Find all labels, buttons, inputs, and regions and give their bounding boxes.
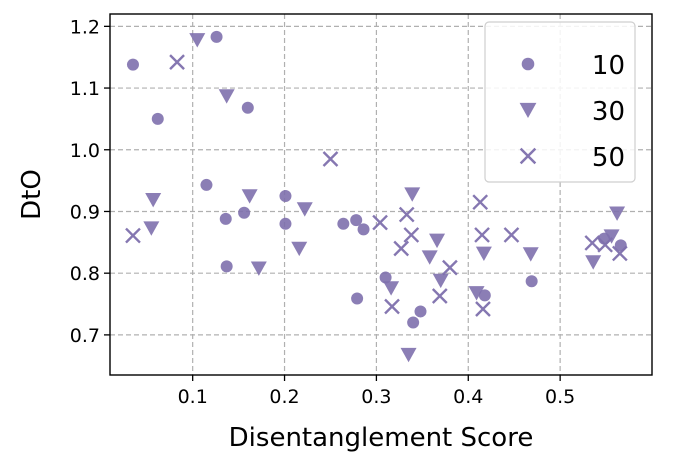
legend-item-10: 10 xyxy=(521,51,625,81)
data-point-30 xyxy=(585,255,602,270)
data-point-10 xyxy=(478,289,491,302)
ticks-layer: 0.1 0.2 0.3 0.4 0.5 0.7 0.8 0.9 1.0 1.1 1.2 xyxy=(70,16,575,408)
y-axis-label: DtO xyxy=(17,169,47,220)
data-point-30 xyxy=(291,241,308,257)
data-point-30 xyxy=(250,261,267,276)
data-point-50 xyxy=(475,301,491,317)
data-point-30 xyxy=(404,187,421,202)
data-point-10 xyxy=(279,190,292,203)
x-tick-label: 0.4 xyxy=(453,386,483,408)
data-point-30 xyxy=(522,247,539,262)
legend-marker-30 xyxy=(519,102,537,118)
data-point-50 xyxy=(474,227,490,243)
data-point-10 xyxy=(279,217,292,230)
data-point-50 xyxy=(125,227,141,244)
x-tick-label: 0.3 xyxy=(361,386,391,408)
x-axis-label: Disentanglement Score xyxy=(229,423,534,453)
data-point-30 xyxy=(189,33,206,48)
data-point-50 xyxy=(169,54,185,70)
legend-marker-50 xyxy=(519,147,537,165)
legend-label-30: 30 xyxy=(592,97,625,127)
data-point-10 xyxy=(200,178,213,191)
data-point-30 xyxy=(241,189,258,204)
data-point-30 xyxy=(296,202,313,217)
data-point-30 xyxy=(603,229,620,244)
legend-label-50: 50 xyxy=(592,143,625,173)
data-point-30 xyxy=(143,221,160,236)
data-point-50 xyxy=(372,214,388,231)
data-point-10 xyxy=(357,223,370,236)
y-tick-label: 0.9 xyxy=(70,201,100,223)
data-point-10 xyxy=(126,58,139,71)
data-point-50 xyxy=(503,227,520,243)
data-point-10 xyxy=(407,316,420,329)
data-point-30 xyxy=(218,89,235,104)
x-tick-label: 0.1 xyxy=(178,386,208,408)
series-30 xyxy=(143,33,626,363)
data-point-30 xyxy=(468,286,485,301)
data-point-50 xyxy=(384,298,400,315)
data-point-50 xyxy=(322,151,339,167)
legend-item-50: 50 xyxy=(519,143,625,173)
x-tick-label: 0.5 xyxy=(545,386,575,408)
data-point-10 xyxy=(238,206,251,219)
data-point-30 xyxy=(475,246,492,262)
data-point-30 xyxy=(609,206,626,221)
data-point-10 xyxy=(151,112,164,125)
data-point-30 xyxy=(145,192,162,208)
data-point-10 xyxy=(379,271,392,284)
data-point-10 xyxy=(210,30,223,43)
data-point-10 xyxy=(351,292,364,305)
data-point-50 xyxy=(611,245,628,262)
data-point-30 xyxy=(383,281,400,296)
data-point-30 xyxy=(432,273,449,289)
legend-label-10: 10 xyxy=(592,51,625,81)
data-point-30 xyxy=(429,233,446,249)
data-point-50 xyxy=(442,259,458,276)
y-tick-label: 1.2 xyxy=(70,16,100,38)
data-point-30 xyxy=(400,347,417,363)
data-point-10 xyxy=(220,260,233,273)
data-point-50 xyxy=(597,236,613,253)
points-layer xyxy=(125,30,628,363)
plot-frame xyxy=(109,13,653,376)
data-point-10 xyxy=(219,212,232,225)
data-point-10 xyxy=(350,214,363,227)
y-tick-label: 0.7 xyxy=(70,325,100,347)
data-point-50 xyxy=(398,206,415,223)
data-point-50 xyxy=(584,235,601,251)
legend-item-30: 30 xyxy=(519,97,625,127)
data-point-10 xyxy=(525,275,538,288)
data-point-10 xyxy=(241,101,254,114)
legend-marker-10 xyxy=(521,57,535,71)
y-tick-label: 1.1 xyxy=(70,78,100,100)
data-point-50 xyxy=(472,194,489,211)
data-point-50 xyxy=(431,288,448,304)
data-point-10 xyxy=(337,217,350,230)
legend: 10 30 50 xyxy=(484,21,636,183)
data-point-50 xyxy=(403,227,420,243)
y-tick-label: 1.0 xyxy=(70,140,100,162)
series-10 xyxy=(126,30,627,329)
x-tick-label: 0.2 xyxy=(269,386,299,408)
series-50 xyxy=(125,54,628,317)
data-point-10 xyxy=(414,305,427,318)
data-point-50 xyxy=(393,240,410,257)
data-point-30 xyxy=(421,250,438,265)
y-tick-label: 0.8 xyxy=(70,263,100,285)
